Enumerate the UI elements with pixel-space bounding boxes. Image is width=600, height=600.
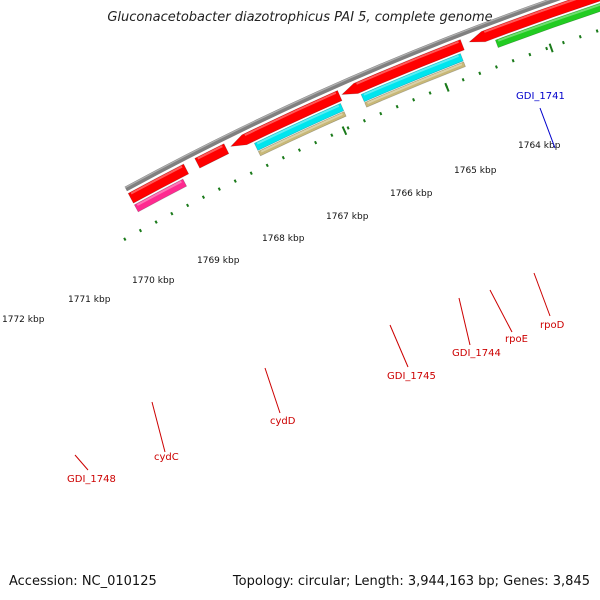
inner-scale-dot xyxy=(478,71,482,76)
gene-leader-line xyxy=(389,324,409,368)
gene-leader-line xyxy=(264,367,281,414)
inner-scale-major-tick xyxy=(444,82,450,92)
genome-summary: Topology: circular; Length: 3,944,163 bp… xyxy=(232,574,590,589)
inner-scale-dot xyxy=(123,237,127,241)
gene-block-cydC-shine xyxy=(256,104,340,145)
gene-block-cydD xyxy=(360,53,464,103)
inner-scale-dot xyxy=(201,195,206,199)
inner-scale-dot xyxy=(412,98,416,102)
inner-scale-dot xyxy=(395,104,399,109)
gene-block-cydC-2-shine xyxy=(260,113,343,153)
scale-label: 1769 kbp xyxy=(197,256,240,266)
gene-block-gdi-1745-shine xyxy=(497,3,600,42)
inner-scale-dot xyxy=(297,148,301,152)
scale-label: 1764 kbp xyxy=(518,141,561,151)
inner-scale-dot xyxy=(511,58,515,63)
cds-block-shine xyxy=(130,165,183,195)
inner-scale-dot xyxy=(138,228,143,233)
inner-scale-dot xyxy=(578,35,582,39)
gene-block-cydD-shine xyxy=(363,54,459,96)
inner-scale-major-tick xyxy=(548,43,554,53)
inner-scale-dot xyxy=(233,179,237,183)
gene-label: GDI_1744 xyxy=(452,348,501,359)
inner-scale-major-tick xyxy=(341,126,348,136)
gene-leader-line xyxy=(74,454,89,471)
scale-label: 1771 kbp xyxy=(68,295,111,305)
accession-label: Accession: NC_010125 xyxy=(9,574,157,589)
gene-block-gdi-1748-shine xyxy=(136,180,182,206)
cds-block-gdi-1745 xyxy=(468,0,600,43)
scale-label: 1770 kbp xyxy=(132,276,175,286)
inner-scale-dot xyxy=(314,140,318,145)
cds-block xyxy=(127,163,190,204)
gene-label: GDI_1748 xyxy=(67,474,116,485)
cds-block-shine xyxy=(197,145,223,160)
inner-scale-dot xyxy=(249,171,253,175)
gene-block-gdi-1745 xyxy=(494,2,600,48)
inner-scale-dot xyxy=(545,46,549,51)
scale-label: 1765 kbp xyxy=(454,166,497,176)
gene-label: GDI_1745 xyxy=(387,371,436,382)
gene-block-cydD-2 xyxy=(364,61,466,108)
gene-label: rpoD xyxy=(540,320,565,331)
inner-scale-dot xyxy=(561,40,565,45)
cds-block-cydC-shine xyxy=(244,91,337,137)
genome-backbone-shine xyxy=(124,0,552,189)
scale-label: 1767 kbp xyxy=(326,212,369,222)
map-title: Gluconacetobacter diazotrophicus PAI 5, … xyxy=(107,10,493,25)
scale-label: 1772 kbp xyxy=(2,315,45,325)
inner-scale-dot xyxy=(528,52,532,57)
gene-label: GDI_1741 xyxy=(516,91,565,102)
cds-block-cydD-shine xyxy=(356,40,459,85)
inner-scale-dot xyxy=(379,111,383,116)
inner-scale-dot xyxy=(265,163,269,168)
gene-block-cydD-2-shine xyxy=(367,63,463,104)
scale-label: 1766 kbp xyxy=(390,189,433,199)
cds-block-cydC xyxy=(230,90,343,147)
gene-label: rpoE xyxy=(505,334,528,345)
gene-leader-line xyxy=(533,272,551,317)
gene-label: cydC xyxy=(154,452,179,463)
cds-block-gdi-1745-shine xyxy=(483,0,577,33)
inner-scale-dot xyxy=(428,91,432,95)
cds-block xyxy=(194,143,230,169)
inner-scale-dot xyxy=(494,65,498,69)
inner-scale-dot xyxy=(346,126,350,130)
inner-scale-dot xyxy=(186,203,190,208)
inner-scale-dot xyxy=(281,155,285,160)
gene-leader-line xyxy=(151,401,166,453)
gene-block-cydC xyxy=(253,103,345,151)
gene-leader-line xyxy=(458,297,471,346)
gene-block-gdi-1748 xyxy=(133,178,187,213)
gene-label: cydD xyxy=(270,416,296,427)
inner-scale-dot xyxy=(170,211,174,216)
inner-scale-dot xyxy=(217,187,221,191)
gene-leader-line xyxy=(489,289,513,333)
inner-scale-dot xyxy=(330,133,334,137)
genome-backbone xyxy=(124,0,562,192)
inner-scale-dot xyxy=(362,118,366,123)
scale-label: 1768 kbp xyxy=(262,234,305,244)
cds-block-cydD xyxy=(341,39,465,95)
gene-block-cydC-2 xyxy=(257,111,347,157)
inner-scale-dot xyxy=(154,220,158,224)
inner-scale-dot xyxy=(461,78,465,82)
gene-leader-line xyxy=(539,107,556,149)
inner-scale-dot xyxy=(595,29,599,33)
